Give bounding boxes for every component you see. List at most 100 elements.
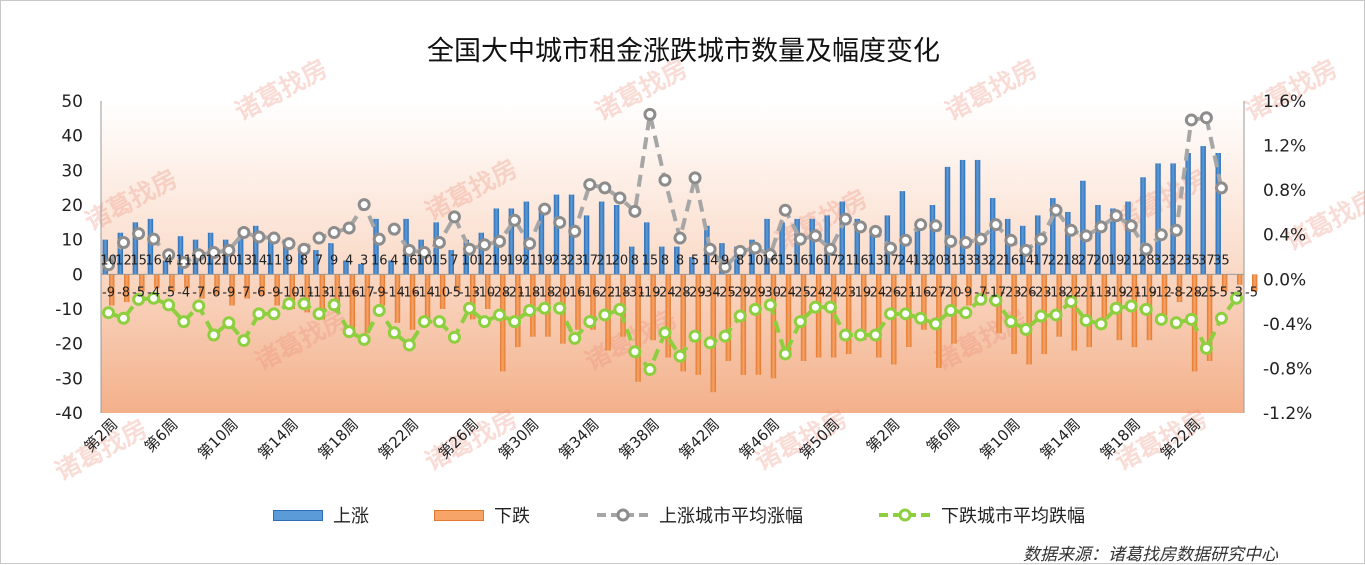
down-rate-point	[808, 300, 822, 314]
up-bar-label: 10	[461, 253, 478, 268]
down-rate-point	[989, 293, 1003, 307]
down-bar	[154, 274, 160, 289]
x-tick-label: 第6周	[923, 415, 964, 456]
down-bar	[469, 274, 476, 320]
down-bar-label: -24	[865, 285, 886, 300]
left-tick-label: 10	[61, 231, 83, 251]
up-bar	[674, 246, 680, 275]
up-bar	[1080, 180, 1086, 275]
down-rate-point	[733, 309, 747, 323]
up-rate-point	[207, 246, 221, 260]
up-bar	[553, 194, 560, 275]
down-bar-label: -34	[699, 285, 720, 300]
down-bar	[590, 274, 596, 330]
up-bar	[689, 257, 695, 275]
up-bar-label: 24	[897, 253, 914, 268]
down-bar	[860, 274, 867, 341]
up-bar-label: 19	[536, 253, 553, 268]
down-bar-label: -21	[504, 285, 525, 300]
down-rate-point	[1139, 302, 1153, 316]
down-rate-point	[703, 336, 717, 350]
down-bar	[1011, 274, 1017, 355]
down-bar-label: -5	[448, 285, 461, 300]
up-bar	[343, 260, 349, 275]
down-bar-label: -12	[1151, 285, 1172, 300]
down-bar	[1252, 274, 1258, 292]
down-bar	[1161, 274, 1168, 316]
down-bar-label: -21	[1121, 285, 1142, 300]
up-bar-label: 31	[942, 253, 959, 268]
down-bar	[635, 274, 641, 382]
up-bar-label: 9	[330, 253, 338, 268]
up-rate-point	[1064, 223, 1078, 237]
up-bar-label: 27	[1078, 253, 1095, 268]
down-rate-point	[402, 338, 416, 352]
down-bar	[515, 274, 521, 348]
down-rate-point	[853, 328, 867, 342]
down-rate-point	[718, 329, 732, 343]
up-rate-line	[102, 107, 1228, 274]
up-bar-label: 10	[416, 253, 433, 268]
up-bar-label: 8	[631, 253, 639, 268]
down-rate-point	[1019, 322, 1033, 336]
x-axis-ticks: 第2周 第6周 第10周 第14周 第18周 第22周 第26周 第30周 第34周 第38周 第4…	[81, 415, 1205, 462]
down-rate-point	[763, 298, 777, 312]
down-bar-label: -14	[384, 285, 405, 300]
down-bar-label: -20	[549, 285, 570, 300]
up-bar-label: 5	[691, 253, 699, 268]
down-rate-point	[1124, 299, 1138, 313]
down-bar	[454, 274, 461, 292]
up-rate-point	[703, 242, 717, 256]
down-bar	[1071, 274, 1077, 351]
up-bar-label: 4	[165, 253, 173, 268]
up-rate-point	[869, 224, 883, 238]
up-rate-point	[628, 204, 642, 218]
up-bar	[628, 246, 635, 275]
down-bar	[274, 274, 280, 306]
up-bar	[147, 218, 154, 275]
up-rate-point	[974, 232, 988, 246]
down-bar-label: -6	[252, 285, 265, 300]
down-bar	[109, 274, 115, 306]
up-bar	[253, 225, 259, 275]
down-bar-label: -13	[459, 285, 480, 300]
up-bar-label: 35	[1213, 253, 1230, 268]
down-rate-point	[523, 303, 537, 317]
right-tick-label: -0.8%	[1263, 359, 1312, 379]
down-bar-label: -25	[790, 285, 811, 300]
up-rate-point	[432, 236, 446, 250]
up-bar-label: 10	[190, 253, 207, 268]
down-rate-point	[192, 299, 206, 313]
up-bar-label: 19	[1108, 253, 1125, 268]
down-bar	[725, 274, 732, 361]
down-bar	[184, 274, 190, 289]
down-rate-point	[823, 300, 837, 314]
down-bar	[650, 274, 656, 341]
up-rate-point	[252, 230, 266, 244]
up-bar	[809, 218, 815, 275]
up-rate-point	[282, 237, 296, 251]
up-bar-label: 14	[251, 253, 268, 268]
up-bar	[328, 243, 334, 275]
up-rate-point	[1199, 111, 1213, 125]
up-bar-label: 15	[777, 253, 794, 268]
down-rate-point	[914, 311, 928, 325]
up-bar-label: 11	[175, 253, 192, 268]
down-bar-label: -11	[293, 285, 314, 300]
up-rate-point	[733, 244, 747, 258]
right-axis-ticks: 1.6% 1.2% 0.8% 0.4% 0.0% -0.4% -0.8% -1.2%	[1263, 92, 1312, 424]
down-bar	[229, 274, 235, 306]
down-bar	[1206, 274, 1213, 361]
down-bar-label: -24	[820, 285, 841, 300]
up-bar	[959, 159, 966, 275]
left-tick-label: -40	[55, 404, 83, 424]
down-rate-point	[1184, 312, 1198, 326]
down-rate-point	[1079, 314, 1093, 328]
down-rate-point	[688, 329, 702, 343]
up-bar	[869, 229, 876, 275]
up-bar	[854, 218, 860, 275]
down-rate-point	[538, 301, 552, 315]
up-bar-label: 22	[988, 253, 1005, 268]
up-bar-label: 7	[450, 253, 458, 268]
